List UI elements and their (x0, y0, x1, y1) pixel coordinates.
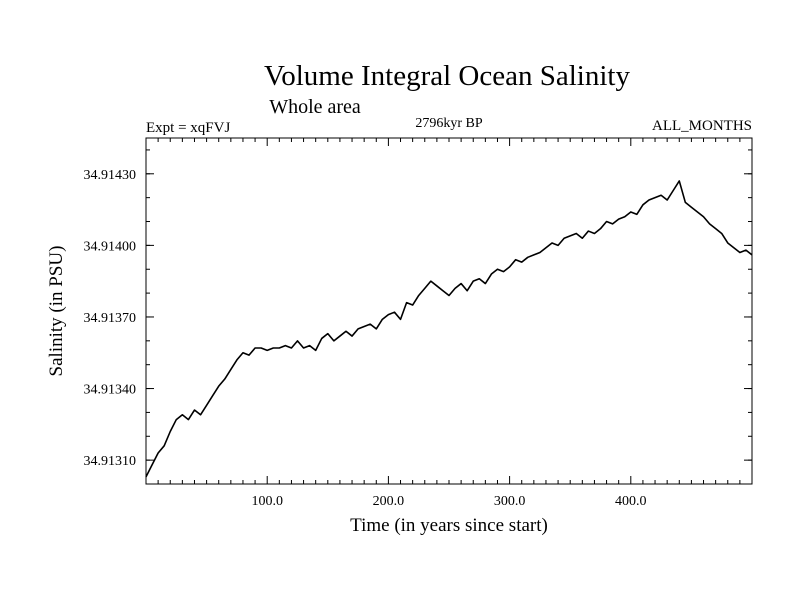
x-tick-label: 200.0 (373, 494, 405, 509)
x-axis-ticks: 100.0 200.0 300.0 400.0 (251, 138, 647, 509)
y-tick-label: 34.91430 (84, 168, 137, 183)
y-tick-label: 34.91340 (84, 383, 137, 398)
y-axis-label: Salinity (in PSU) (46, 246, 67, 377)
x-axis-label: Time (in years since start) (350, 515, 548, 536)
experiment-label: Expt = xqFVJ (146, 120, 230, 136)
x-tick-label: 400.0 (615, 494, 647, 509)
y-tick-label: 34.91400 (84, 239, 137, 254)
period-label: 2796kyr BP (415, 116, 483, 131)
chart-title: Volume Integral Ocean Salinity (264, 60, 630, 92)
months-label: ALL_MONTHS (652, 118, 752, 134)
y-tick-label: 34.91310 (84, 454, 137, 469)
x-tick-label: 100.0 (251, 494, 283, 509)
minor-ticks (146, 138, 752, 485)
salinity-series-line (145, 180, 753, 478)
y-tick-label: 34.91370 (84, 311, 137, 326)
plot-frame (145, 137, 753, 485)
x-tick-label: 300.0 (494, 494, 526, 509)
y-axis-ticks: 34.91310 34.91340 34.91370 34.91400 34.91430 (84, 168, 752, 469)
chart-subtitle: Whole area (269, 96, 361, 118)
